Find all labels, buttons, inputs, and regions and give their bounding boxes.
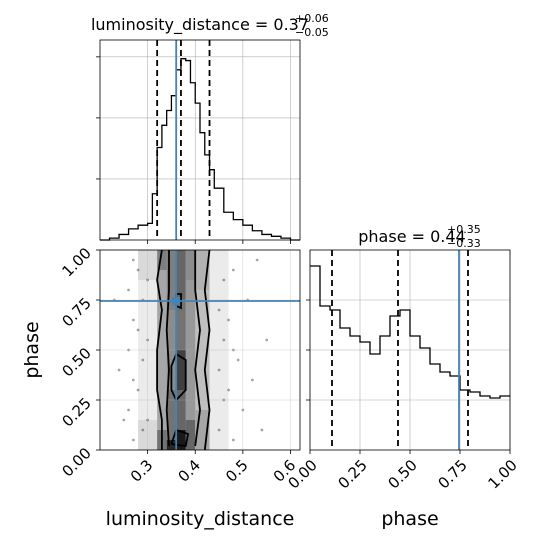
sample-point — [127, 288, 130, 292]
title-phase: phase = 0.44 — [358, 227, 465, 246]
density-cell — [166, 440, 177, 450]
density-cell — [176, 430, 186, 450]
sample-point — [217, 368, 221, 372]
y-tick-label: 0.00 — [58, 444, 94, 480]
sample-point — [117, 368, 121, 372]
y-tick-label: 0.50 — [58, 344, 94, 380]
y-tick-label: 1.00 — [58, 244, 94, 280]
sample-point — [227, 318, 230, 322]
title-phase-sup: +0.35 — [447, 223, 481, 236]
sample-point — [141, 358, 145, 362]
density-truth-lines — [100, 250, 300, 450]
hist-ld-frame — [99, 39, 301, 241]
sample-point — [265, 338, 269, 342]
truth-marker — [172, 297, 181, 305]
density-cell — [166, 250, 177, 310]
contour-line — [194, 250, 201, 447]
sample-point — [122, 418, 126, 422]
sample-point — [131, 318, 135, 322]
title-phase-sub: −0.33 — [447, 237, 481, 250]
hist-phase-panel: 0.00 0.25 0.50 0.75 1.00 phase = 0.44 +0.35 … — [284, 223, 520, 530]
x-tick-label: 1.00 — [484, 456, 520, 492]
sample-point — [136, 268, 140, 272]
contour-line — [170, 428, 190, 448]
sample-point — [127, 408, 130, 412]
contour-line — [156, 249, 163, 450]
hist-phase-marks — [310, 250, 510, 450]
density-contours — [156, 249, 211, 451]
x-tick-label: 0.50 — [384, 456, 420, 492]
density-cell — [185, 420, 196, 450]
sample-point — [231, 268, 235, 272]
density-cell — [176, 390, 186, 430]
title-ld-sub: −0.05 — [295, 26, 329, 39]
title-luminosity-distance: luminosity_distance = 0.37 — [91, 15, 309, 35]
ylabel-phase: phase — [21, 321, 43, 378]
sample-point — [131, 438, 135, 442]
sample-point — [260, 428, 264, 432]
contour-line — [203, 249, 211, 451]
sample-point — [222, 338, 226, 342]
x-tick-label: 0.3 — [127, 456, 157, 486]
density-cell — [185, 250, 196, 280]
density-cell — [176, 250, 186, 300]
sample-point — [250, 378, 254, 382]
y-tick-label: 0.75 — [58, 294, 94, 330]
hist-step-line — [100, 58, 300, 241]
sample-point — [236, 358, 240, 362]
sample-point — [217, 428, 221, 432]
sample-point — [131, 378, 135, 382]
density-panel: 0.3 0.4 0.5 0.60.000.250.500.751.00 luminos… — [21, 244, 301, 530]
hist-ld-ticks — [96, 56, 291, 244]
sample-point — [141, 428, 145, 432]
density-cell — [176, 300, 186, 350]
xlabel-phase: phase — [381, 508, 438, 530]
hist-phase-grid — [309, 250, 511, 450]
title-ld-sup: +0.06 — [295, 12, 329, 25]
x-tick-label: 0.4 — [174, 456, 204, 486]
sample-point — [136, 328, 140, 332]
density-cell — [166, 390, 177, 440]
hist-step-line — [310, 265, 510, 399]
y-tick-label: 0.25 — [58, 394, 94, 430]
density-cell — [157, 250, 167, 270]
x-tick-label: 0.75 — [434, 456, 470, 492]
hist-luminosity-distance-panel: luminosity_distance = 0.37 +0.06 −0.05 — [91, 12, 329, 244]
sample-point — [227, 388, 230, 392]
sample-point — [136, 388, 140, 392]
hist-ld-marks — [100, 40, 300, 241]
sample-point — [131, 258, 135, 262]
sample-point — [217, 308, 221, 312]
sample-point — [255, 258, 259, 262]
x-tick-label: 0.5 — [222, 456, 252, 486]
sample-point — [222, 278, 226, 282]
x-tick-label: 0.25 — [334, 456, 370, 492]
xlabel-luminosity-distance: luminosity_distance — [106, 508, 295, 530]
density-cell — [176, 350, 186, 390]
hist-ld-grid — [100, 40, 300, 240]
sample-point — [231, 438, 235, 442]
contour-line — [165, 250, 170, 447]
